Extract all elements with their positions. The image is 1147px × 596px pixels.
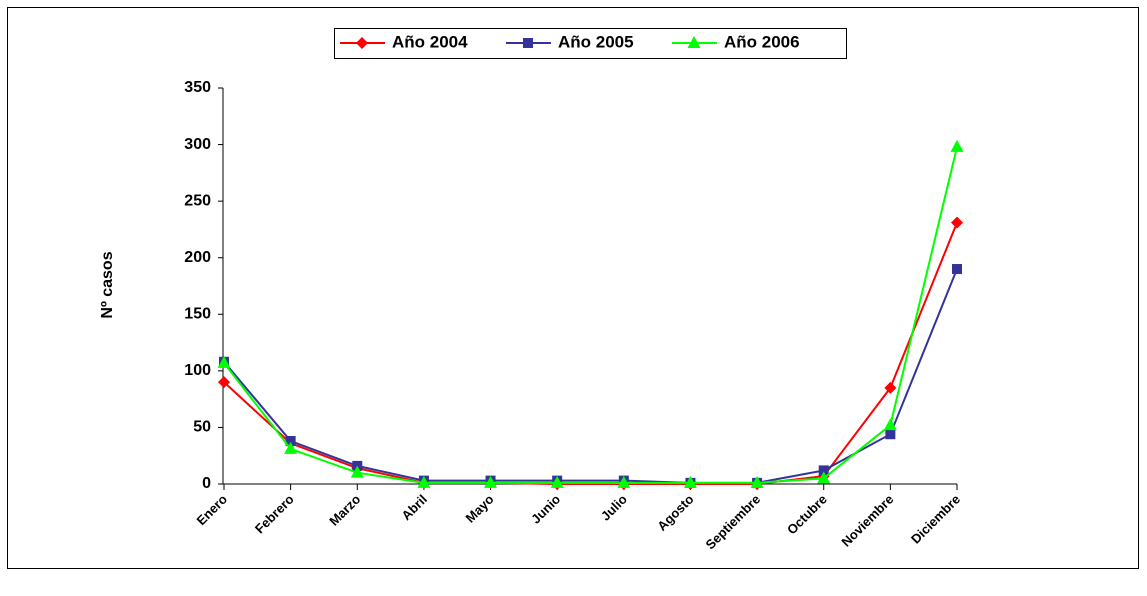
legend-marker [523,38,533,48]
data-point [550,475,564,488]
legend-marker [687,36,701,48]
y-tick-label: 0 [202,475,211,492]
data-point [818,465,829,476]
legend-label: Año 2006 [724,32,800,51]
y-tick-label: 250 [184,192,211,209]
data-point [484,475,498,488]
data-point [217,355,231,368]
data-point [817,471,831,484]
data-point [885,429,896,440]
data-point [952,264,962,275]
series-line [223,268,958,484]
legend-box [334,28,847,59]
data-point [683,475,697,488]
data-point [750,475,764,488]
series-line [223,222,958,485]
y-tick-label: 200 [184,249,211,266]
data-point [884,381,897,394]
y-tick-label: 50 [193,419,211,436]
data-point [617,475,631,488]
series-line [223,146,958,484]
legend-label: Año 2005 [558,32,634,51]
data-point [284,441,298,454]
y-axis-label: Nº casos [99,251,116,318]
y-tick-label: 350 [184,79,211,96]
y-tick-label: 300 [184,136,211,153]
legend-label: Año 2004 [392,32,468,51]
y-tick-label: 100 [184,362,211,379]
data-point [883,418,897,431]
data-point [350,465,364,478]
data-point [950,139,964,152]
data-point [285,436,296,447]
data-point [417,475,431,488]
data-point [218,376,230,389]
legend-marker [356,37,368,49]
y-tick-label: 150 [184,306,211,323]
data-point [951,216,963,229]
